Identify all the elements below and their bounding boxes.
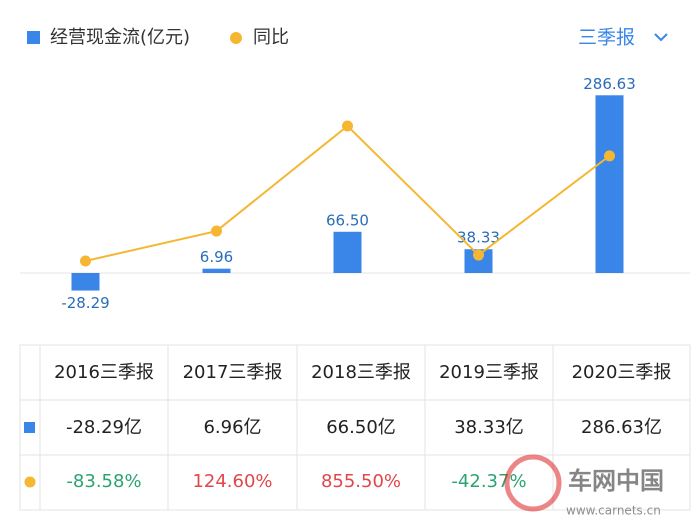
bar [202, 268, 231, 273]
legend: 经营现金流(亿元) 同比 [27, 27, 289, 48]
line-point [342, 120, 353, 132]
line-point [80, 255, 91, 267]
line-point [473, 249, 484, 261]
period-selector[interactable]: 三季报 [578, 27, 635, 49]
legend-label: 同比 [253, 27, 289, 48]
table-cell: -42.37% [451, 471, 526, 492]
watermark-title: 车网中国 [568, 467, 664, 495]
table-header: 2018三季报 [311, 362, 411, 383]
table-header: 2020三季报 [572, 362, 672, 383]
bar [464, 249, 493, 273]
table-cell: 38.33亿 [454, 417, 524, 438]
bar [595, 95, 624, 273]
table-cell: 855.50% [321, 471, 401, 492]
table-cell: 286.63亿 [581, 417, 662, 438]
table-cell: 6.96亿 [203, 417, 261, 438]
table-line-icon [24, 476, 36, 488]
bar-label: -28.29 [61, 294, 109, 312]
bar [71, 273, 100, 291]
bar-label: 38.33 [457, 229, 500, 247]
bar-label: 6.96 [200, 248, 233, 266]
table-cell: -28.29亿 [66, 417, 142, 438]
watermark-url: www.carnets.cn [566, 504, 661, 518]
dropdown-chevron[interactable] [654, 33, 668, 42]
table-bar-icon [24, 422, 35, 433]
table-cell: -83.58% [66, 471, 141, 492]
bar [333, 231, 362, 273]
line-point [604, 150, 615, 162]
table-cell: 124.60% [192, 471, 272, 492]
bar-label: 286.63 [583, 75, 636, 93]
legend-label: 经营现金流(亿元) [50, 27, 190, 48]
watermark: 车网中国 www.carnets.cn [504, 454, 664, 518]
table-grid [19, 344, 691, 511]
legend-swatch [27, 31, 40, 44]
table-header: 2017三季报 [183, 362, 283, 383]
legend-swatch [230, 32, 242, 44]
line-point [211, 225, 222, 237]
table-header: 2019三季报 [439, 362, 539, 383]
table-header: 2016三季报 [54, 362, 154, 383]
bar-label: 66.50 [326, 211, 369, 229]
table-cell: 66.50亿 [326, 417, 396, 438]
